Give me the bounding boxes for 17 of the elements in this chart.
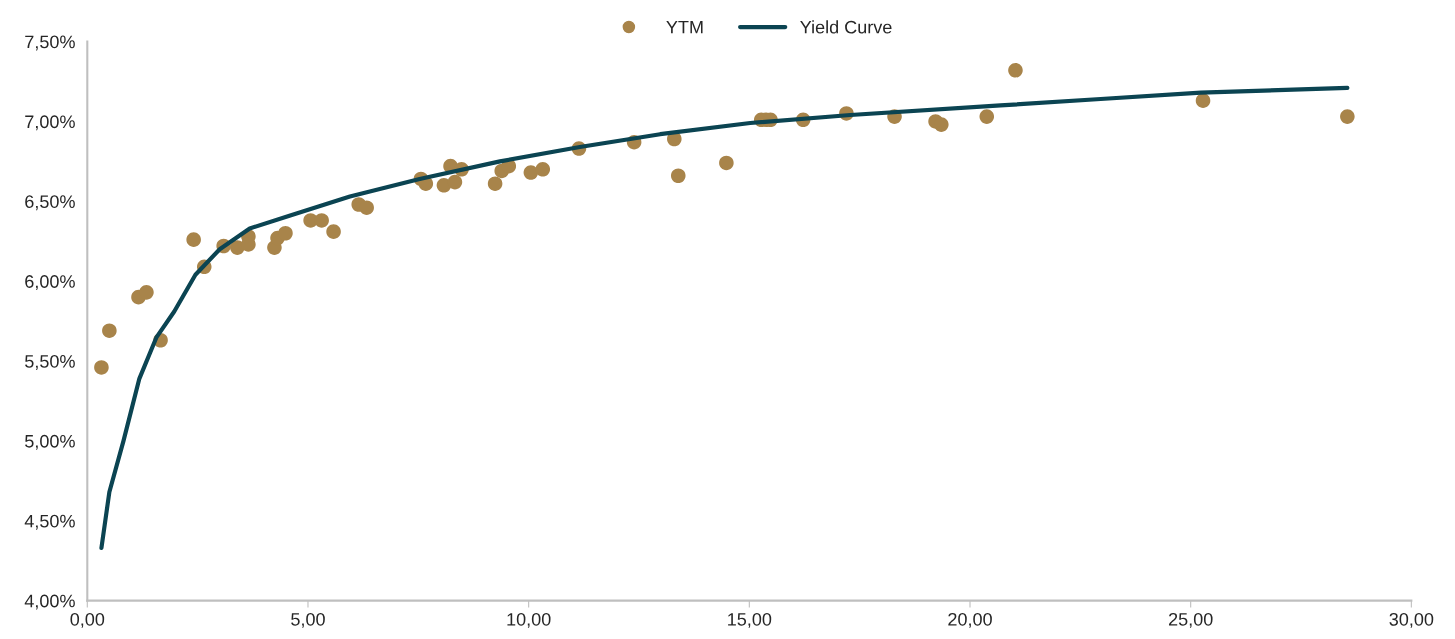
- x-tick-label: 20,00: [948, 612, 992, 628]
- x-tick-label: 15,00: [728, 612, 772, 628]
- y-tick-label: 4,50%: [24, 514, 75, 530]
- y-tick-label: 7,00%: [25, 115, 75, 131]
- x-tick-label: 0,00: [70, 612, 105, 628]
- y-tick-label: 5,00%: [25, 434, 75, 450]
- legend-label: Yield Curve: [800, 20, 892, 34]
- legend-label: YTM: [666, 20, 703, 34]
- y-tick-label: 4,00%: [24, 594, 75, 610]
- x-tick-label: 5,00: [291, 612, 325, 628]
- y-tick-label: 6,00%: [25, 275, 75, 291]
- y-tick-label: 5,50%: [25, 354, 75, 370]
- x-tick-label: 10,00: [507, 612, 551, 628]
- y-tick-label: 6,50%: [25, 195, 75, 211]
- x-tick-label: 25,00: [1168, 612, 1213, 628]
- x-tick-label: 30,00: [1389, 612, 1434, 628]
- y-tick-label: 7,50%: [25, 35, 75, 51]
